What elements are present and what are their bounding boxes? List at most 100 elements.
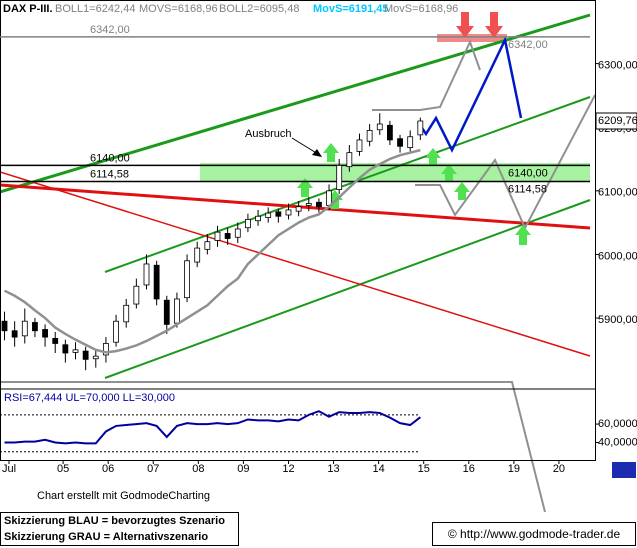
header-text: MovS=6191,45 — [313, 3, 389, 15]
x-tick-label: Jul — [2, 463, 16, 475]
candle-body — [113, 320, 119, 343]
candle-body — [397, 138, 403, 147]
level-label: 6114,58 — [90, 168, 129, 180]
candle-body — [255, 215, 261, 222]
candle-body — [163, 299, 170, 325]
candle-body — [224, 233, 231, 239]
y-tick-label: 60,0000 — [598, 418, 637, 430]
x-tick-label: 19 — [508, 463, 520, 475]
x-tick-label: 15 — [418, 463, 430, 475]
candle-body — [143, 263, 150, 286]
candle-body — [265, 212, 272, 218]
moving-average — [3, 148, 421, 354]
y-tick-label: 6300,00 — [598, 60, 637, 72]
y-tick-label: 40,0000 — [598, 436, 637, 448]
trend-line — [104, 199, 591, 379]
arrow — [297, 178, 313, 197]
support-zone — [200, 163, 590, 182]
annotation: Ausbruch — [245, 128, 291, 140]
arrows-down — [456, 12, 503, 38]
x-tick-label: 16 — [463, 463, 475, 475]
candle-body — [82, 350, 89, 360]
x-tick-label: 13 — [327, 463, 339, 475]
scenario-line — [416, 36, 523, 153]
y-tick-label: 5900,00 — [598, 314, 637, 326]
x-tick-label: 07 — [147, 463, 159, 475]
candle-body — [346, 152, 353, 168]
annotation-arrowhead — [312, 149, 322, 157]
trend-line — [0, 13, 591, 194]
y-tick-label: 6100,00 — [598, 187, 637, 199]
arrow — [425, 148, 441, 166]
url-box: © http://www.godmode-trader.de — [432, 522, 636, 546]
candle-body — [123, 304, 130, 323]
x-tick-label: 05 — [57, 463, 69, 475]
candle-body — [275, 211, 282, 217]
candle-body — [305, 203, 312, 206]
level-label: 6140,00 — [90, 152, 130, 164]
x-tick-label: 08 — [192, 463, 204, 475]
candle-body — [356, 139, 363, 152]
level-label: 6140,00 — [508, 167, 548, 179]
header-text: DAX P-III. — [3, 3, 53, 15]
arrow — [454, 182, 470, 200]
candle-body — [295, 206, 302, 212]
candle-body — [316, 201, 322, 208]
candle-body — [285, 209, 292, 216]
x-tick-label: 20 — [553, 463, 565, 475]
candle-body — [174, 298, 180, 324]
x-tick-label: 14 — [373, 463, 385, 475]
price-label: 6209,76 — [598, 115, 637, 127]
candle-body — [21, 320, 28, 337]
candle-body — [153, 264, 160, 300]
candle-body — [184, 260, 190, 299]
candle-body — [72, 349, 79, 353]
candle-body — [417, 120, 424, 136]
rsi-label: RSI=67,444 UL=70,000 LL=30,000 — [4, 392, 175, 404]
level-label: 6342,00 — [508, 39, 548, 51]
x-tick-label: 09 — [237, 463, 249, 475]
credit: Chart erstellt mit GodmodeCharting — [37, 490, 210, 502]
candle-body — [32, 322, 38, 332]
frame — [0, 0, 596, 461]
legend-text: Skizzierung BLAU = bevorzugtes Szenario — [4, 515, 225, 527]
x-tick-label: 12 — [282, 463, 294, 475]
legend-text: Skizzierung GRAU = Alternativszenario — [4, 531, 209, 543]
candle-body — [103, 343, 109, 356]
resistance-zone — [437, 34, 507, 42]
candle-body — [1, 320, 8, 332]
legend-box: Skizzierung BLAU = bevorzugtes Szenario … — [0, 512, 239, 546]
arrow — [441, 164, 457, 182]
annotation-arrow — [291, 137, 319, 155]
header-text: MovS=6168,96 — [384, 3, 458, 15]
rsi-line — [4, 410, 421, 445]
candle-body — [407, 136, 414, 148]
candle-body — [92, 355, 99, 360]
candle-body — [133, 285, 140, 305]
candle-body — [326, 190, 332, 206]
icon — [612, 462, 636, 478]
url: © http://www.godmode-trader.de — [447, 527, 621, 541]
candle-body — [234, 228, 241, 238]
header-text: BOLL1=6242,44 — [55, 3, 135, 15]
arrow — [456, 12, 474, 38]
arrow — [515, 225, 531, 245]
candle-body — [62, 344, 69, 354]
header-text: MOVS=6168,96 — [139, 3, 218, 15]
candle-body — [245, 219, 251, 229]
candle-body — [366, 129, 373, 142]
level-label: 6114,58 — [508, 183, 547, 195]
arrow — [485, 12, 503, 38]
arrow — [323, 143, 339, 162]
scenario-line — [0, 381, 546, 513]
header-text: BOLL2=6095,48 — [219, 3, 299, 15]
price-label-box — [595, 112, 637, 130]
level-label: 6342,00 — [90, 24, 130, 36]
y-tick-label: 6000,00 — [598, 250, 637, 262]
candle-body — [194, 247, 201, 263]
candle-body — [42, 329, 48, 338]
candle-body — [387, 124, 393, 141]
candle-body — [204, 241, 211, 250]
